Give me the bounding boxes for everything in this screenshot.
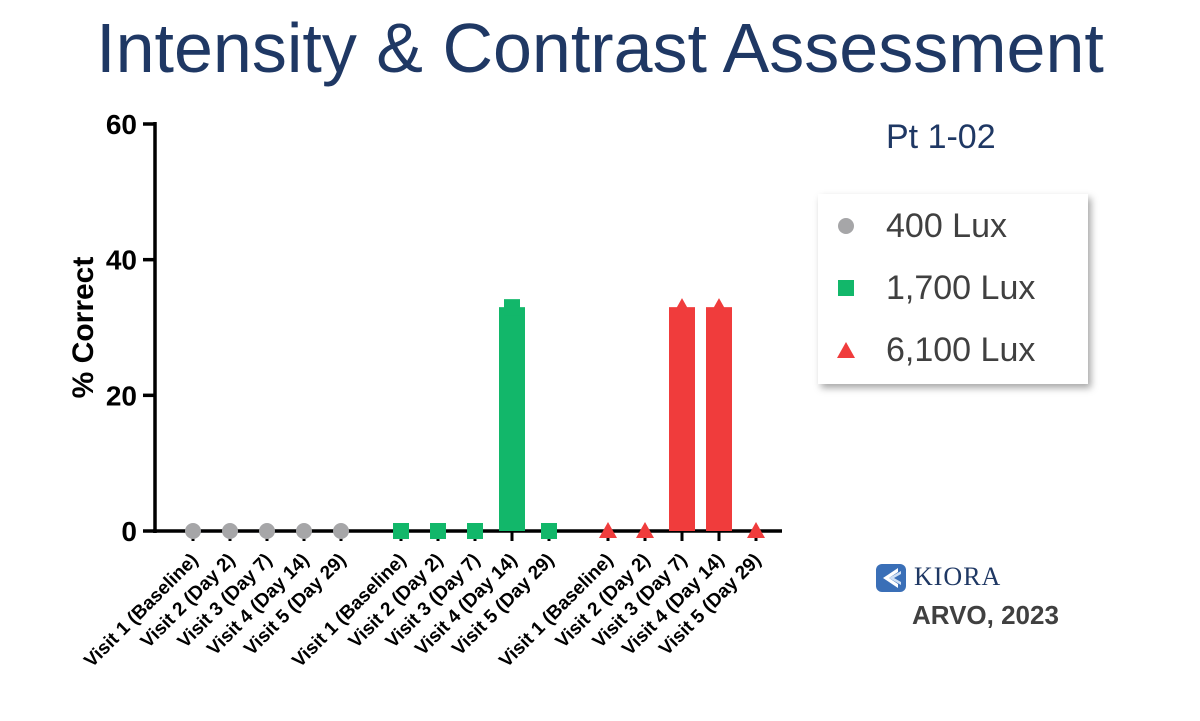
- y-axis-label: % Correct: [67, 257, 100, 399]
- y-tick-label: 60: [106, 109, 137, 140]
- bar: [669, 307, 695, 531]
- data-point-square: [467, 523, 483, 539]
- data-point-square: [504, 299, 520, 316]
- data-point-triangle: [710, 298, 728, 315]
- legend-item-6100-lux: 6,100 Lux: [818, 330, 1088, 370]
- chart-legend: 400 Lux 1,700 Lux 6,100 Lux: [818, 194, 1088, 384]
- legend-item-400-lux: 400 Lux: [818, 206, 1088, 246]
- data-point-square: [430, 523, 446, 539]
- data-point-triangle: [636, 522, 654, 538]
- data-point-circle: [185, 523, 201, 539]
- data-point-triangle: [747, 522, 765, 538]
- data-point-square: [393, 523, 409, 539]
- y-tick-label: 0: [121, 516, 137, 547]
- data-point-circle: [259, 523, 275, 539]
- data-point-circle: [222, 523, 238, 539]
- legend-label: 1,700 Lux: [886, 269, 1036, 307]
- legend-label: 400 Lux: [886, 207, 1007, 245]
- bar: [499, 307, 525, 531]
- data-point-triangle: [673, 298, 691, 315]
- legend-item-1700-lux: 1,700 Lux: [818, 268, 1088, 308]
- y-tick-label: 20: [106, 380, 137, 411]
- y-tick-label: 40: [106, 245, 137, 276]
- square-marker-icon: [838, 280, 854, 296]
- logo-text: KIORA: [914, 562, 1002, 591]
- triangle-marker-icon: [837, 342, 855, 358]
- legend-label: 6,100 Lux: [886, 331, 1036, 369]
- slide-title: Intensity & Contrast Assessment: [96, 9, 1104, 87]
- data-point-square: [541, 523, 557, 539]
- data-point-circle: [296, 523, 312, 539]
- bar: [706, 307, 732, 531]
- patient-label: Pt 1-02: [886, 118, 996, 156]
- kiora-logo-icon: [876, 564, 906, 592]
- circle-marker-icon: [838, 218, 854, 234]
- data-point-triangle: [599, 522, 617, 538]
- data-point-circle: [333, 523, 349, 539]
- conference-footnote: ARVO, 2023: [912, 600, 1059, 630]
